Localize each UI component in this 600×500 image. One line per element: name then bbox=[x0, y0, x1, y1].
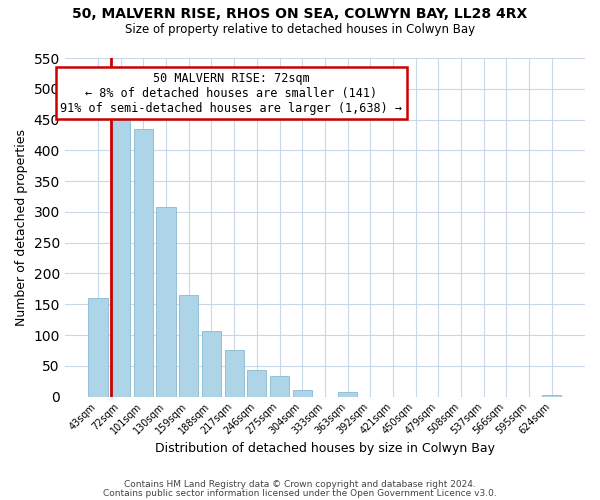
Bar bbox=[338, 392, 357, 396]
Bar bbox=[111, 120, 130, 396]
Bar bbox=[157, 207, 176, 396]
Bar bbox=[293, 390, 312, 396]
Text: 50, MALVERN RISE, RHOS ON SEA, COLWYN BAY, LL28 4RX: 50, MALVERN RISE, RHOS ON SEA, COLWYN BA… bbox=[73, 8, 527, 22]
Bar bbox=[202, 330, 221, 396]
Y-axis label: Number of detached properties: Number of detached properties bbox=[15, 129, 28, 326]
X-axis label: Distribution of detached houses by size in Colwyn Bay: Distribution of detached houses by size … bbox=[155, 442, 495, 455]
Bar bbox=[542, 394, 562, 396]
Bar bbox=[247, 370, 266, 396]
Text: Size of property relative to detached houses in Colwyn Bay: Size of property relative to detached ho… bbox=[125, 22, 475, 36]
Bar bbox=[270, 376, 289, 396]
Bar bbox=[224, 350, 244, 397]
Text: Contains public sector information licensed under the Open Government Licence v3: Contains public sector information licen… bbox=[103, 488, 497, 498]
Text: 50 MALVERN RISE: 72sqm
← 8% of detached houses are smaller (141)
91% of semi-det: 50 MALVERN RISE: 72sqm ← 8% of detached … bbox=[60, 72, 402, 114]
Text: Contains HM Land Registry data © Crown copyright and database right 2024.: Contains HM Land Registry data © Crown c… bbox=[124, 480, 476, 489]
Bar bbox=[88, 298, 108, 396]
Bar bbox=[179, 295, 199, 396]
Bar bbox=[134, 129, 153, 396]
